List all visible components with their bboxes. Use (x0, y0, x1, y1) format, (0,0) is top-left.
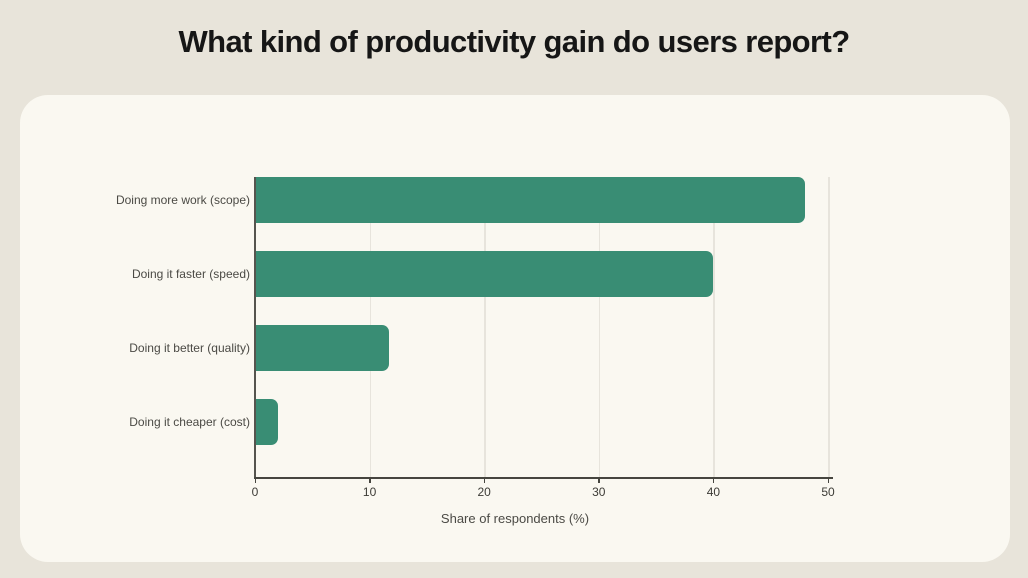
bar-2 (255, 325, 390, 371)
x-tick-10 (369, 479, 371, 483)
plot-area: 0 10 20 30 40 50 (252, 177, 835, 499)
gridline-30 (598, 177, 601, 477)
x-tick-label-20: 20 (477, 485, 491, 499)
x-tick-label-10: 10 (362, 485, 377, 499)
bar-3 (255, 399, 278, 445)
y-axis-label-2: Doing it better (quality) (129, 341, 250, 355)
y-axis-label-1: Doing it faster (speed) (131, 267, 250, 281)
gridline-50 (828, 177, 830, 477)
chart-card: 0 10 20 30 40 50 Doing more work (scope) Doing… (20, 95, 1010, 562)
y-axis-label-3: Doing it cheaper (cost) (129, 415, 250, 429)
x-tick-label-30: 30 (592, 485, 606, 499)
chart-title: What kind of productivity gain do users … (178, 24, 850, 59)
x-tick-0 (254, 479, 256, 483)
x-tick-40 (712, 479, 715, 483)
x-tick-label-40: 40 (706, 485, 721, 499)
x-axis-title: Share of respondents (%) (440, 511, 590, 526)
x-tick-50 (827, 479, 829, 483)
x-tick-label-0: 0 (251, 485, 259, 499)
x-tick-20 (483, 479, 486, 483)
x-axis-line (254, 477, 833, 479)
y-axis-line (254, 177, 256, 477)
gridline-40 (713, 177, 715, 477)
x-tick-30 (598, 479, 600, 483)
y-axis-label-0: Doing more work (scope) (115, 193, 250, 207)
x-tick-label-50: 50 (821, 485, 835, 499)
bar-1 (255, 251, 714, 297)
bar-0 (255, 177, 806, 223)
gridline-20 (484, 177, 486, 477)
